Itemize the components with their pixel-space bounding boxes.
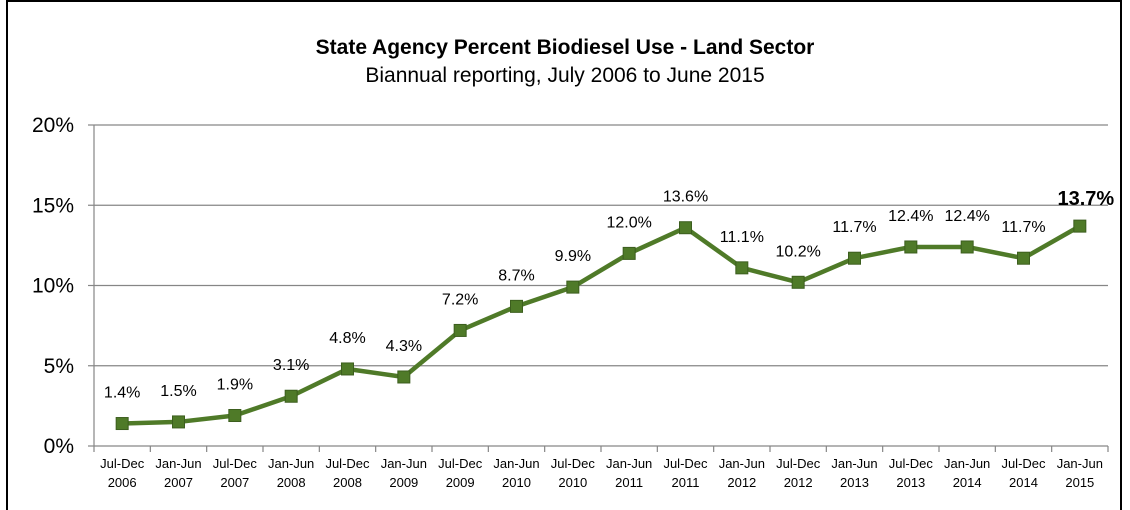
data-point <box>960 240 974 254</box>
data-label: 13.6% <box>663 189 708 206</box>
data-label: 11.1% <box>720 229 764 246</box>
data-point <box>904 240 918 254</box>
x-tick-label: Jan-Jun 2012 <box>719 456 765 490</box>
x-tick-label: Jul-Dec 2012 <box>776 456 821 490</box>
x-tick-label: Jul-Dec 2013 <box>889 456 934 490</box>
y-tick-label: 10% <box>32 275 74 298</box>
x-tick-label: Jul-Dec 2007 <box>213 456 258 490</box>
x-tick-label: Jul-Dec 2014 <box>1001 456 1046 490</box>
x-tick-label: Jul-Dec 2009 <box>438 456 483 490</box>
x-tick-label: Jan-Jun 2008 <box>268 456 314 490</box>
data-label: 11.7% <box>832 219 876 236</box>
data-label: 10.2% <box>775 243 820 260</box>
y-tick-label: 20% <box>32 114 74 137</box>
data-label: 13.7% <box>1057 188 1114 210</box>
data-point <box>397 370 411 384</box>
data-label: 1.9% <box>217 377 253 394</box>
chart-title: State Agency Percent Biodiesel Use - Lan… <box>316 36 815 59</box>
data-label: 12.4% <box>888 208 933 225</box>
x-tick-label: Jan-Jun 2009 <box>381 456 427 490</box>
x-tick-label: Jul-Dec 2010 <box>551 456 596 490</box>
x-tick-label: Jan-Jun 2013 <box>831 456 877 490</box>
data-label: 7.2% <box>442 291 478 308</box>
data-label: 12.0% <box>606 214 651 231</box>
x-tick-label: Jan-Jun 2007 <box>155 456 201 490</box>
data-label: 9.9% <box>555 248 591 265</box>
data-label: 1.4% <box>104 385 140 402</box>
x-tick-label: Jan-Jun 2011 <box>606 456 652 490</box>
x-tick-label: Jul-Dec 2008 <box>325 456 370 490</box>
data-point <box>172 415 185 429</box>
series-line <box>122 224 1081 426</box>
data-point <box>228 409 242 423</box>
data-point <box>453 323 467 337</box>
x-tick-label: Jan-Jun 2010 <box>493 456 539 490</box>
data-label: 1.5% <box>160 383 196 400</box>
x-axis: Jul-Dec 2006 Jan-Jun 2007 Jul-Dec 2007 Jan-Jun… <box>93 445 1109 490</box>
x-tick-label: Jul-Dec 2006 <box>100 456 145 490</box>
x-tick-label: Jan-Jun 2015 <box>1057 456 1103 490</box>
data-point <box>679 221 692 235</box>
data-point <box>1073 219 1087 233</box>
series-line-group <box>122 224 1081 426</box>
x-tick-label: Jan-Jun 2014 <box>944 456 990 490</box>
data-label: 3.1% <box>273 357 309 374</box>
y-axis: 0% 5% 10% 15% 20% <box>32 114 95 458</box>
data-label: 4.8% <box>329 330 365 347</box>
chart-frame <box>6 0 1122 510</box>
y-tick-label: 5% <box>44 355 74 378</box>
data-labels: 1.4% 1.5% 1.9% 3.1% 4.8% 4.3% 7.2% 8.7% 9.9% 12.0… <box>104 188 1114 401</box>
x-tick-label: Jul-Dec 2011 <box>663 456 708 490</box>
y-tick-label: 0% <box>44 435 74 458</box>
data-point <box>510 299 523 313</box>
data-label: 11.7% <box>1001 219 1045 236</box>
data-point <box>848 251 861 265</box>
data-point <box>622 246 636 260</box>
data-point <box>1017 251 1030 265</box>
data-label: 4.3% <box>386 338 422 355</box>
data-markers <box>115 219 1087 431</box>
data-point <box>791 275 805 289</box>
data-point <box>735 261 749 275</box>
data-label: 12.4% <box>944 208 989 225</box>
data-point <box>115 417 129 431</box>
gridlines <box>94 124 1108 367</box>
data-point <box>566 280 580 294</box>
data-point <box>284 389 298 403</box>
data-label: 8.7% <box>498 267 534 284</box>
data-point <box>341 362 354 376</box>
y-tick-label: 15% <box>32 194 74 217</box>
chart-subtitle: Biannual reporting, July 2006 to June 20… <box>365 64 764 87</box>
